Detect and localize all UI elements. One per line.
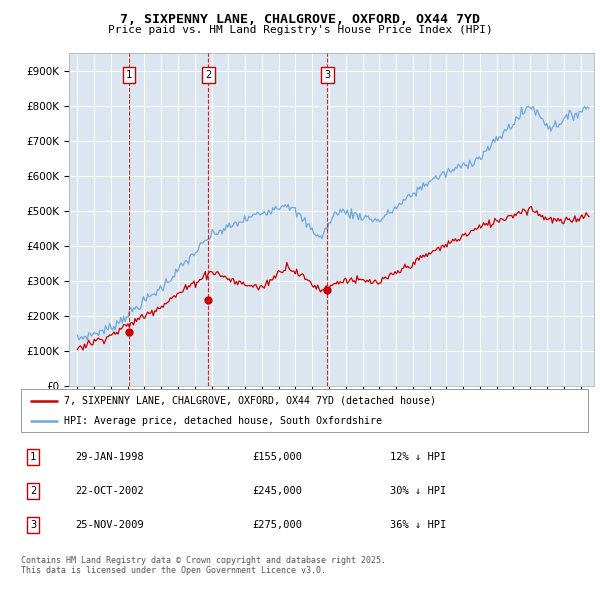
- Text: 2: 2: [30, 486, 36, 496]
- Text: 25-NOV-2009: 25-NOV-2009: [75, 520, 144, 530]
- Text: 12% ↓ HPI: 12% ↓ HPI: [390, 452, 446, 461]
- Text: 7, SIXPENNY LANE, CHALGROVE, OXFORD, OX44 7YD: 7, SIXPENNY LANE, CHALGROVE, OXFORD, OX4…: [120, 13, 480, 26]
- Text: Price paid vs. HM Land Registry's House Price Index (HPI): Price paid vs. HM Land Registry's House …: [107, 25, 493, 35]
- Text: 36% ↓ HPI: 36% ↓ HPI: [390, 520, 446, 530]
- Text: 29-JAN-1998: 29-JAN-1998: [75, 452, 144, 461]
- Text: 3: 3: [30, 520, 36, 530]
- Text: Contains HM Land Registry data © Crown copyright and database right 2025.
This d: Contains HM Land Registry data © Crown c…: [21, 556, 386, 575]
- Text: 30% ↓ HPI: 30% ↓ HPI: [390, 486, 446, 496]
- Text: 3: 3: [324, 70, 331, 80]
- Text: 2: 2: [205, 70, 212, 80]
- Text: £245,000: £245,000: [252, 486, 302, 496]
- Text: HPI: Average price, detached house, South Oxfordshire: HPI: Average price, detached house, Sout…: [64, 417, 382, 426]
- Text: 1: 1: [30, 452, 36, 461]
- Text: £275,000: £275,000: [252, 520, 302, 530]
- Text: 22-OCT-2002: 22-OCT-2002: [75, 486, 144, 496]
- Text: 1: 1: [126, 70, 132, 80]
- Text: 7, SIXPENNY LANE, CHALGROVE, OXFORD, OX44 7YD (detached house): 7, SIXPENNY LANE, CHALGROVE, OXFORD, OX4…: [64, 396, 436, 406]
- Text: £155,000: £155,000: [252, 452, 302, 461]
